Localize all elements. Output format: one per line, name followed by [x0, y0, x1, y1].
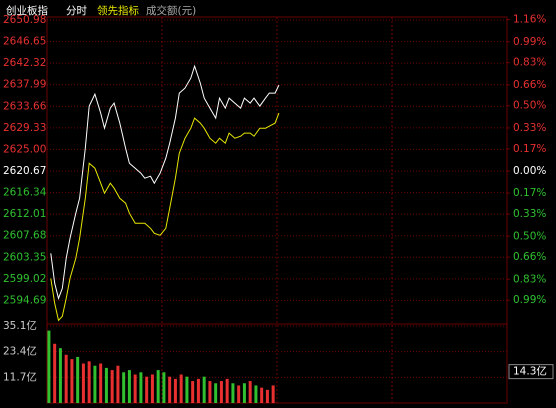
indicator-name: 领先指标: [97, 4, 139, 17]
volume-bar: [208, 381, 212, 403]
y2-tick-label: 0.50%: [513, 230, 546, 242]
volume-bar: [156, 370, 160, 403]
y-tick-label: 2599.02: [3, 273, 46, 285]
current-volume-label: 14.3亿: [513, 365, 547, 378]
volume-bar: [271, 385, 275, 403]
volume-bar: [76, 356, 80, 403]
volume-bar: [58, 348, 62, 403]
volume-bar: [214, 383, 218, 403]
volume-bar: [104, 367, 108, 403]
volume-bar: [93, 365, 97, 403]
y-tick-label: 2603.35: [3, 251, 46, 263]
y2-tick-label: 0.17%: [513, 143, 546, 155]
y2-tick-label: 0.83%: [513, 57, 546, 69]
volume-bar: [139, 372, 143, 403]
y2-tick-label: 0.99%: [513, 36, 546, 48]
volume-bar: [168, 376, 172, 403]
y2-tick-label: 0.00%: [513, 165, 546, 177]
volume-bar: [173, 378, 177, 403]
volume-bar: [202, 376, 206, 403]
volume-bar: [242, 383, 246, 403]
volume-bar: [237, 385, 241, 403]
y-tick-label: 2616.34: [3, 187, 47, 199]
volume-bar: [225, 378, 229, 403]
volume-bar: [248, 381, 252, 403]
series-line: [50, 112, 280, 322]
y-tick-label: 2607.68: [3, 230, 46, 242]
series-line: [50, 64, 280, 301]
volume-bar: [196, 378, 200, 403]
volume-bar: [99, 363, 103, 403]
volume-bar: [122, 372, 126, 403]
volume-bar: [127, 370, 131, 403]
y2-tick-label: 0.33%: [513, 208, 546, 220]
mode-label: 分时: [66, 5, 87, 17]
y-tick-label: 2637.99: [3, 79, 46, 91]
y-tick-label: 2646.65: [3, 36, 46, 48]
volume-bar: [179, 374, 183, 403]
volume-bar: [133, 374, 137, 403]
volume-label: 成交额(元): [146, 4, 196, 17]
y-tick-label: 2625.00: [3, 143, 46, 155]
index-name: 创业板指: [6, 4, 48, 17]
volume-bar: [231, 383, 235, 403]
volume-bar: [87, 361, 91, 403]
y2-tick-label: 1.16%: [513, 14, 546, 26]
current-volume-box: [508, 364, 554, 380]
volume-bar: [162, 372, 166, 403]
y2-tick-label: 0.33%: [513, 122, 546, 134]
volume-bar: [254, 385, 258, 403]
volume-bar: [116, 365, 120, 403]
y2-tick-label: 0.99%: [513, 294, 546, 306]
volume-bar: [70, 359, 74, 403]
y-tick-label: 2650.98: [3, 14, 46, 26]
volume-bar: [110, 370, 114, 403]
volume-bar: [219, 381, 223, 403]
y-tick-label: 2642.32: [3, 57, 46, 69]
y2-tick-label: 0.66%: [513, 79, 546, 91]
y2-tick-label: 0.66%: [513, 251, 546, 263]
y-tick-label: 2633.66: [3, 100, 47, 112]
volume-bar: [81, 363, 85, 403]
volume-bar: [47, 330, 51, 403]
volume-bar: [260, 387, 264, 403]
volume-bar: [150, 374, 154, 403]
volume-bar: [64, 354, 68, 403]
volume-bar: [53, 343, 57, 403]
y2-tick-label: 0.17%: [513, 187, 546, 199]
y-tick-label: 2620.67: [3, 165, 46, 177]
y-tick-label: 2612.01: [3, 208, 46, 220]
volume-bar: [145, 376, 149, 403]
y2-tick-label: 0.50%: [513, 100, 546, 112]
volume-tick-label: 23.4亿: [3, 345, 37, 358]
volume-bar: [265, 389, 269, 403]
y-tick-label: 2629.33: [3, 122, 46, 134]
y-tick-label: 2594.69: [3, 294, 46, 306]
volume-bar: [191, 381, 195, 403]
volume-tick-label: 35.1亿: [3, 319, 37, 332]
y2-tick-label: 0.83%: [513, 273, 546, 285]
volume-bar: [185, 376, 189, 403]
volume-tick-label: 11.7亿: [3, 370, 37, 383]
